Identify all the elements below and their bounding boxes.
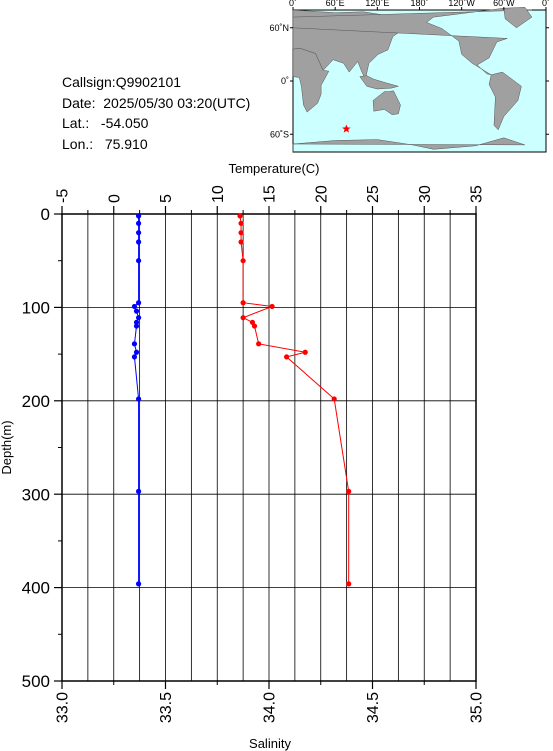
salinity-tick-label: 34.5 [365,692,382,723]
map-lon-label: 0˚ [542,0,550,8]
temperature-line [239,215,350,584]
depth-tick-label: 500 [22,672,50,691]
lat-line: Lat.: -54.050 [62,113,250,134]
land-south-america [488,71,522,131]
temperature-point [251,323,258,329]
salinity-point [135,396,142,402]
land-greenland [503,7,533,29]
depth-tick-label: 300 [22,485,50,504]
plot-area: -5 0 5 10 15 20 25 30 35 Temperature(C) 33.0 33.5 34… [0,161,486,751]
temperature-tick-label: 0 [106,194,123,203]
date-value: 2025/05/30 03:20(UTC) [103,94,251,111]
map-lat-label: 60˚N [269,23,289,33]
salinity-point [135,300,142,306]
salinity-tick-label: 33.5 [158,692,175,723]
salinity-axis-label: Salinity [249,736,291,751]
station-marker-icon [342,124,351,133]
salinity-point [131,341,138,347]
salinity-point [133,319,140,325]
temperature-axis-label: Temperature(C) [228,161,319,176]
lon-line: Lon.: 75.910 [62,134,250,155]
temperature-tick-label: 5 [158,194,175,203]
salinity-point [133,308,140,314]
temperature-point [238,239,244,245]
temperature-point [346,581,352,587]
temperature-point [238,230,244,236]
salinity-point [133,349,140,355]
salinity-point [131,354,138,360]
depth-tick-label: 0 [41,205,50,224]
lon-label: Lon.: [62,135,94,152]
depth-tick-label: 100 [22,299,50,318]
land-antarctica [292,137,525,152]
temperature-tick-label: 20 [313,185,330,203]
temperature-point [331,396,337,402]
temperature-series [237,213,352,587]
temperature-point [302,349,308,355]
salinity-tick-label: 35.0 [469,692,486,723]
temperature-point [240,258,246,264]
salinity-point [133,323,140,329]
depth-tick-label: 400 [22,579,50,598]
salinity-point [131,303,138,310]
map-lon-label: 120˚E [365,0,389,8]
salinity-tick-label: 33.0 [55,692,72,723]
salinity-point [135,258,142,264]
temperature-tick-label: 35 [469,185,486,203]
map-lat-label: 0˚ [281,76,289,86]
temperature-point [283,354,290,360]
temperature-tick-label: 10 [210,185,227,203]
lat-value: -54.050 [100,115,149,131]
callsign-line: Callsign:Q9902101 [62,72,250,93]
callsign-value: Q9902101 [115,74,182,90]
salinity-point [135,581,142,587]
temperature-tick-label: -5 [55,189,72,203]
map-lon-label: 180˚ [410,0,428,8]
salinity-series [131,213,142,587]
temperature-tick-label: 25 [365,185,382,203]
depth-axis-label: Depth(m) [0,420,14,474]
salinity-tick-label: 34.0 [262,692,279,723]
temperature-tick-label: 30 [417,185,434,203]
salinity-point [135,315,142,321]
land-australia [372,90,401,115]
temperature-point [240,315,246,321]
world-map: 0˚ 60˚E 120˚E 180˚ 120˚W 60˚W 0˚ 60˚N 0˚ 60˚S [269,0,550,153]
salinity-point [135,230,142,236]
map-lon-label: 60˚E [326,0,345,8]
depth-tick-label: 200 [22,392,50,411]
temperature-point [237,213,243,219]
salinity-point [135,220,142,226]
map-lon-label: 120˚W [448,0,475,8]
temperature-point [256,341,262,347]
salinity-point [135,213,142,219]
temperature-tick-label: 15 [262,185,279,203]
temperature-point [346,488,352,494]
map-lat-label: 60˚S [270,129,289,139]
lon-value: 75.910 [104,135,148,152]
map-lon-label: 0˚ [289,0,297,8]
date-line: Date: 2025/05/30 03:20(UTC) [62,93,250,114]
salinity-point [135,239,142,245]
land-indonesia [359,75,400,90]
station-info: Callsign:Q9902101 Date: 2025/05/30 03:20… [62,72,250,154]
temperature-point [240,300,246,306]
temperature-point [238,220,244,226]
date-label: Date: [62,94,96,111]
callsign-label: Callsign: [62,74,116,90]
salinity-point [135,488,142,494]
map-lon-label: 60˚W [493,0,515,8]
land-north-america [292,7,532,76]
lat-label: Lat.: [62,115,90,131]
temperature-point [269,303,275,310]
